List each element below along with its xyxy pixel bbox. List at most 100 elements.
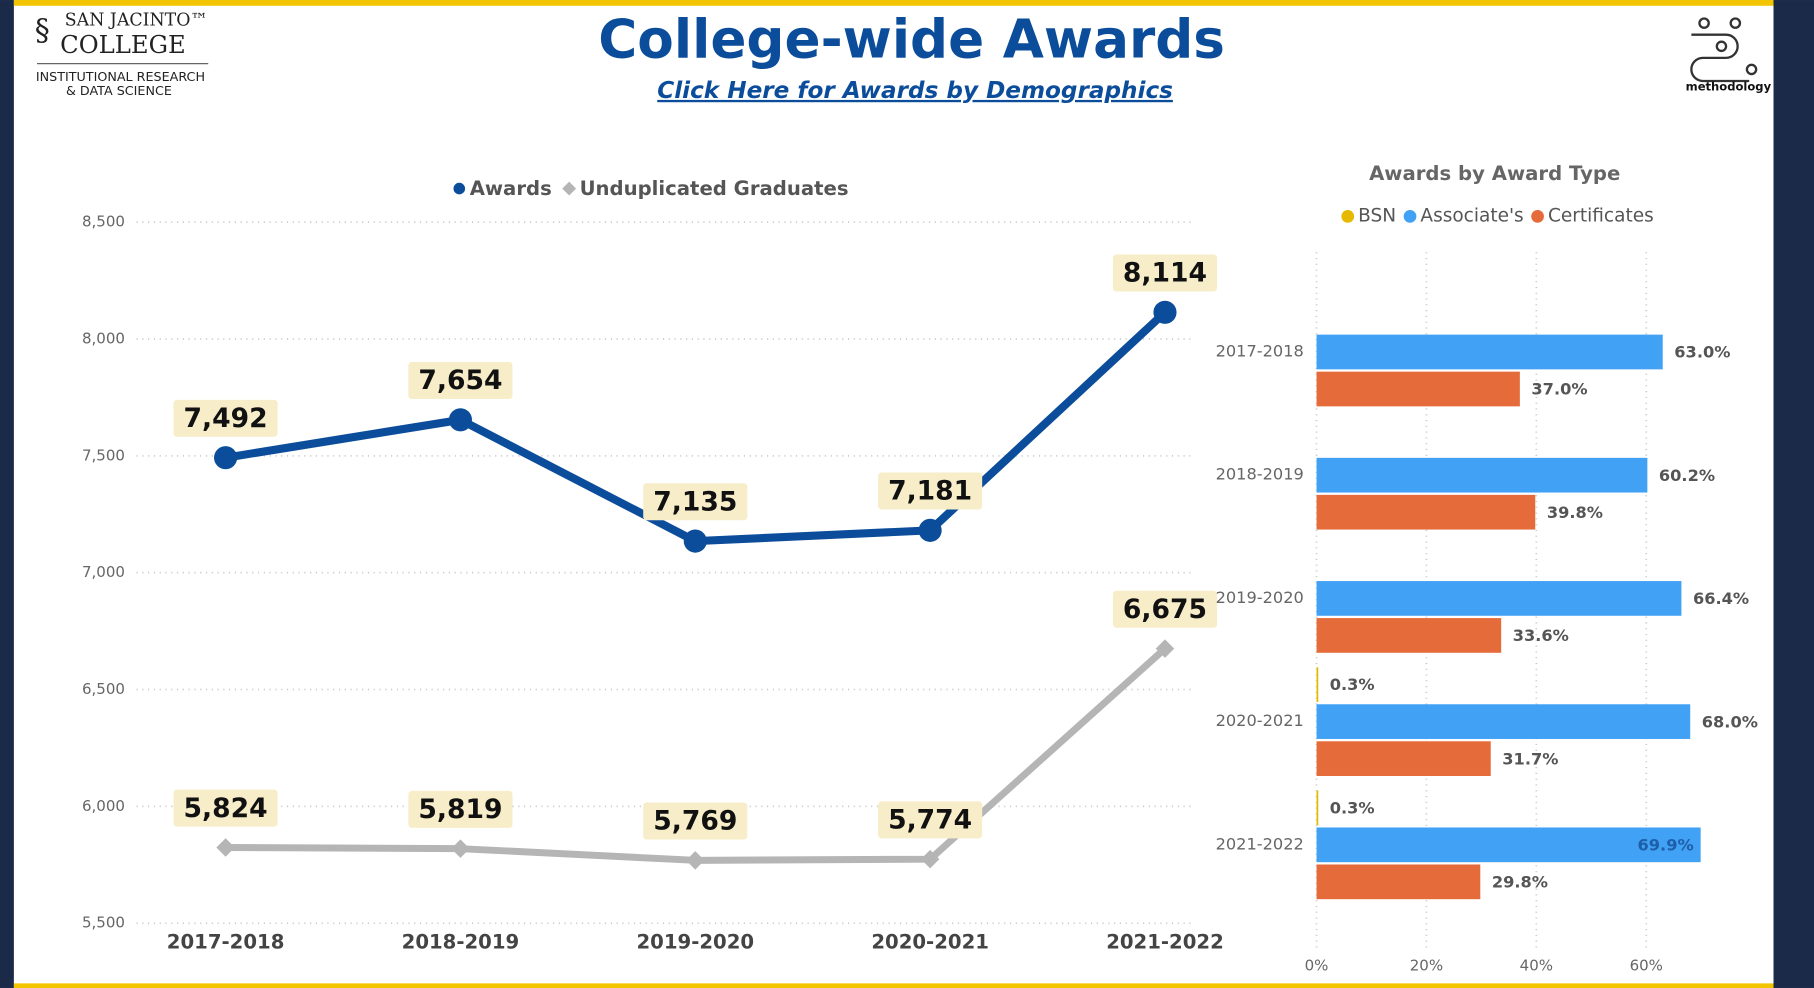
y-tick-label: 8,500	[82, 213, 125, 231]
x-tick-label: 2021-2022	[1106, 930, 1224, 953]
point	[683, 529, 707, 553]
methodology-icon	[1715, 40, 1728, 53]
data-label: 7,492	[184, 403, 268, 434]
point	[918, 518, 942, 542]
legend-label: Unduplicated Graduates	[580, 177, 849, 200]
bar	[1316, 371, 1520, 407]
logo-mark: §	[35, 13, 50, 48]
y-tick-label: 8,000	[82, 329, 125, 347]
x-tick-label: 40%	[1520, 957, 1553, 975]
legend-label: BSN	[1358, 205, 1396, 226]
point	[1153, 300, 1177, 324]
data-label-box	[643, 802, 748, 840]
data-label: 5,769	[653, 806, 737, 837]
data-label: 5,819	[418, 794, 502, 825]
point	[451, 839, 470, 858]
bar	[1316, 581, 1682, 616]
y-tick-label: 2018-2019	[1216, 465, 1304, 484]
y-tick-label: 7,500	[82, 446, 125, 464]
bar	[1316, 618, 1502, 653]
logo-dept: INSTITUTIONAL RESEARCH	[36, 69, 205, 84]
methodology-label: methodology	[1686, 79, 1772, 93]
data-label: 33.6%	[1513, 626, 1569, 645]
chart-title: Awards by Award Type	[1369, 162, 1620, 185]
data-label-box	[408, 790, 513, 828]
x-tick-label: 20%	[1410, 957, 1443, 975]
methodology-icon	[1729, 17, 1742, 29]
legend-marker	[453, 182, 466, 195]
methodology-icon	[1690, 33, 1750, 83]
data-label-box	[643, 483, 748, 521]
bar	[1316, 790, 1319, 826]
data-label: 37.0%	[1531, 380, 1587, 399]
bar	[1316, 827, 1701, 863]
data-label: 29.8%	[1492, 873, 1548, 892]
top-border	[13, 0, 1774, 6]
methodology-icon	[1698, 17, 1710, 29]
logo-name: SAN JACINTO™	[65, 10, 208, 30]
left-frame	[0, 0, 14, 988]
page-title: College-wide Awards	[598, 8, 1225, 70]
x-tick-label: 60%	[1630, 957, 1663, 975]
methodology-icon	[1745, 63, 1758, 76]
point	[686, 851, 705, 870]
y-tick-label: 6,500	[82, 680, 125, 698]
data-label: 5,774	[888, 804, 972, 835]
x-tick-label: 2020-2021	[871, 930, 989, 953]
y-tick-label: 2017-2018	[1216, 341, 1304, 360]
bar	[1316, 864, 1481, 900]
data-label: 60.2%	[1659, 466, 1715, 485]
x-tick-label: 2019-2020	[637, 930, 755, 953]
data-label-box	[878, 801, 983, 839]
data-label: 7,654	[418, 365, 502, 396]
x-tick-label: 0%	[1305, 957, 1329, 975]
legend-label: Associate's	[1420, 205, 1523, 226]
legend-marker	[1531, 209, 1544, 223]
data-label-box	[1112, 254, 1218, 292]
demographics-link[interactable]: Click Here for Awards by Demographics	[657, 78, 1173, 104]
data-label-box	[878, 472, 983, 510]
legend-label: Awards	[470, 177, 552, 200]
data-label: 8,114	[1123, 258, 1207, 289]
bar	[1316, 741, 1491, 776]
logo: § SAN JACINTO™ COLLEGE INSTITUTIONAL RES…	[35, 10, 209, 98]
y-tick-label: 5,500	[82, 914, 125, 932]
y-tick-label: 6,000	[82, 797, 125, 815]
point	[920, 849, 940, 869]
bar	[1316, 704, 1691, 739]
data-label: 7,135	[653, 486, 737, 517]
data-label: 7,181	[888, 476, 972, 507]
data-label-box	[408, 361, 513, 400]
bar	[1316, 457, 1648, 493]
data-label: 69.9%	[1638, 835, 1694, 854]
bar	[1316, 334, 1663, 370]
point	[448, 408, 473, 432]
legend-marker	[1341, 209, 1355, 223]
data-label: 68.0%	[1702, 712, 1758, 731]
legend-marker	[562, 181, 577, 196]
legend-label: Certificates	[1548, 205, 1654, 226]
y-tick-label: 2021-2022	[1216, 834, 1304, 853]
right-frame	[1773, 0, 1814, 988]
data-label-box	[173, 399, 278, 437]
y-tick-label: 2020-2021	[1216, 711, 1304, 730]
bar	[1316, 667, 1319, 702]
data-label: 63.0%	[1674, 343, 1730, 362]
point	[1155, 639, 1175, 658]
data-label: 0.3%	[1330, 675, 1375, 694]
legend-marker	[1403, 209, 1417, 223]
data-label: 39.8%	[1547, 503, 1603, 522]
methodology-button[interactable]: methodology	[1686, 17, 1772, 94]
data-label: 6,675	[1123, 594, 1207, 625]
y-tick-label: 2019-2020	[1216, 588, 1304, 607]
bar	[1316, 494, 1536, 530]
logo-dept: & DATA SCIENCE	[66, 83, 172, 98]
data-label-box	[173, 789, 278, 827]
logo-college: COLLEGE	[60, 30, 186, 59]
bottom-border	[13, 983, 1774, 988]
data-label: 0.3%	[1330, 798, 1375, 817]
data-label: 5,824	[184, 793, 268, 824]
x-tick-label: 2017-2018	[167, 930, 285, 953]
data-label: 31.7%	[1502, 749, 1558, 768]
